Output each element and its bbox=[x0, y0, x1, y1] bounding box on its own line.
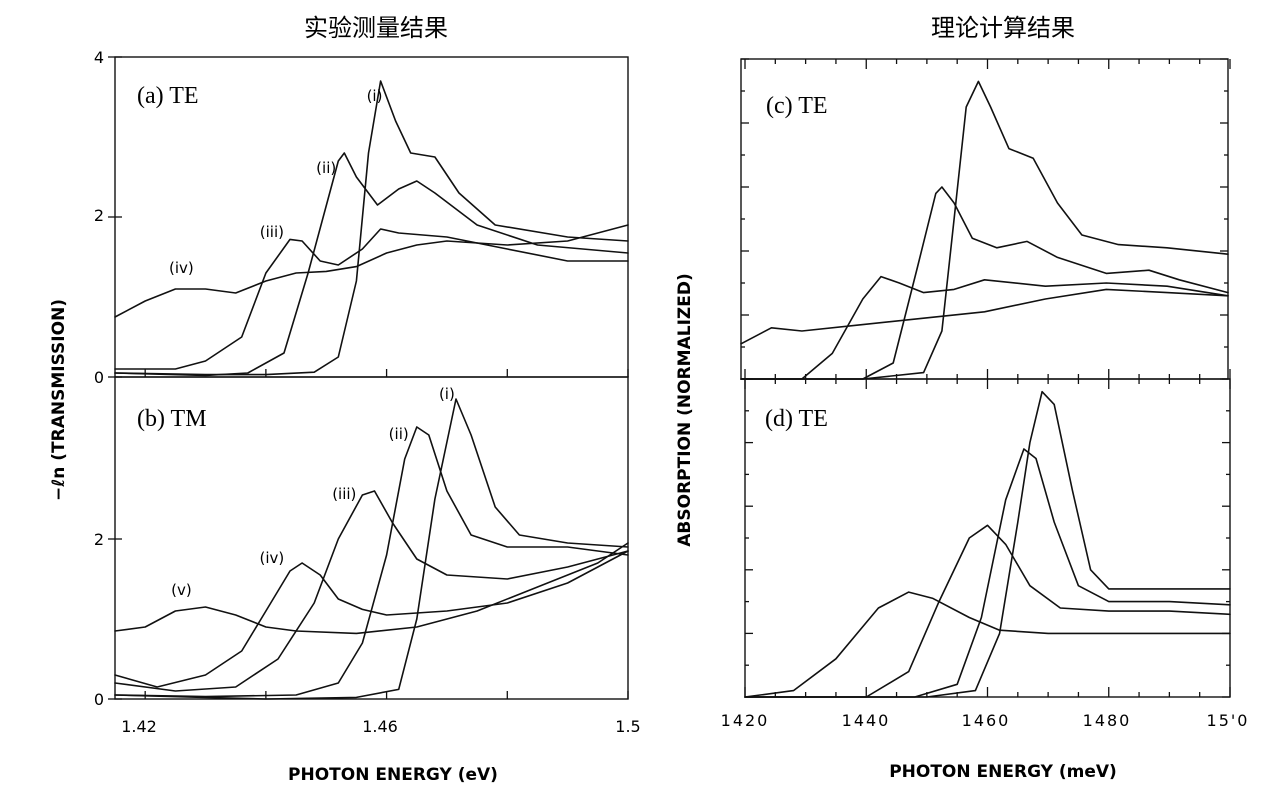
panel-a-label: (a) TE bbox=[137, 83, 199, 109]
panel-b-curve-label-3: (iii) bbox=[332, 485, 356, 503]
panel-d-label: (d) TE bbox=[765, 406, 828, 432]
left-x-axis-label: PHOTON ENERGY (eV) bbox=[288, 765, 498, 785]
panel-a-ytick-0: 0 bbox=[94, 368, 104, 387]
panel-a-curves: (i) (ii) (iii) (iv) bbox=[114, 80, 629, 377]
panel-b-series-2 bbox=[114, 426, 629, 698]
panel-b-series-1 bbox=[114, 398, 629, 700]
panel-b-series-4 bbox=[114, 550, 629, 688]
panel-a-series-1 bbox=[114, 80, 629, 376]
panel-c-curves bbox=[740, 80, 1229, 380]
panel-a-ytick-2: 2 bbox=[94, 206, 104, 225]
right-xtick-1440: 1440 bbox=[842, 711, 891, 730]
right-y-axis-label: ABSORPTION (NORMALIZED) bbox=[675, 273, 695, 546]
panel-a-ytick-4: 4 bbox=[94, 48, 104, 67]
left-xtick-1-46: 1.46 bbox=[362, 717, 398, 736]
panel-a-series-2 bbox=[114, 152, 629, 377]
panel-a-curve-label-2: (ii) bbox=[316, 159, 336, 177]
right-xtick-1500: 15'0 bbox=[1207, 711, 1250, 730]
right-x-axis-label: PHOTON ENERGY (meV) bbox=[889, 762, 1117, 782]
panel-b-curve-label-1: (i) bbox=[439, 385, 455, 403]
panel-c-series-4 bbox=[740, 288, 1229, 345]
panel-a-series-3 bbox=[114, 228, 629, 370]
panel-b-curves: (i) (ii) (iii) (iv) (v) bbox=[114, 385, 629, 700]
left-axis-ticks bbox=[108, 56, 629, 700]
panel-d-series-1 bbox=[744, 390, 1231, 698]
right-axis-ticks bbox=[741, 58, 1231, 698]
panel-b-series-3 bbox=[114, 490, 629, 692]
panel-b-ytick-2: 2 bbox=[94, 530, 104, 549]
panel-b-frame bbox=[114, 376, 629, 700]
right-xtick-1480: 1480 bbox=[1083, 711, 1132, 730]
panel-a-curve-label-1: (i) bbox=[367, 87, 383, 105]
left-y-axis-label: −ℓn (TRANSMISSION) bbox=[49, 299, 69, 501]
panel-b-label: (b) TM bbox=[137, 406, 207, 432]
left-chart: (i) (ii) (iii) (iv) (i) (ii) (iii) (iv) (v) (a)… bbox=[49, 48, 641, 785]
panel-b-ytick-0: 0 bbox=[94, 690, 104, 709]
right-chart: (c) TE (d) TE 1420 1440 1460 1480 15'0 P… bbox=[675, 58, 1250, 782]
panel-b-series-5 bbox=[114, 542, 629, 635]
panel-b-curve-label-2: (ii) bbox=[389, 425, 409, 443]
panel-a-series-4 bbox=[114, 224, 629, 318]
right-xtick-1460: 1460 bbox=[962, 711, 1011, 730]
left-xtick-1-42: 1.42 bbox=[121, 717, 157, 736]
panel-c-series-1 bbox=[740, 80, 1229, 380]
panel-c-series-3 bbox=[740, 275, 1229, 380]
left-header: 实验测量结果 bbox=[304, 15, 448, 42]
panel-d-curves bbox=[744, 390, 1231, 698]
right-header: 理论计算结果 bbox=[931, 15, 1075, 42]
panel-d-series-3 bbox=[744, 524, 1231, 698]
panel-c-series-2 bbox=[740, 186, 1229, 380]
panel-c-label: (c) TE bbox=[766, 93, 828, 119]
panel-a-curve-label-4: (iv) bbox=[169, 259, 194, 277]
panel-d-series-4 bbox=[744, 591, 1231, 698]
left-xtick-1-5: 1.5 bbox=[615, 717, 640, 736]
panel-a-curve-label-3: (iii) bbox=[260, 223, 284, 241]
panel-b-curve-label-4: (iv) bbox=[260, 549, 285, 567]
right-xtick-1420: 1420 bbox=[721, 711, 770, 730]
panel-d-series-2 bbox=[744, 448, 1231, 698]
panel-b-curve-label-5: (v) bbox=[171, 581, 192, 599]
